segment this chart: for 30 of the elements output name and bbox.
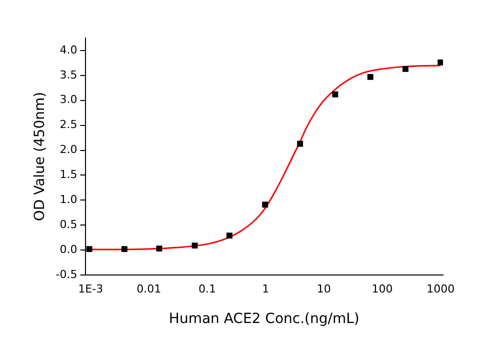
y-tick-label: 0.0: [60, 242, 78, 256]
y-tick-label: 0.5: [60, 218, 78, 231]
point: [332, 91, 338, 98]
point: [156, 246, 162, 252]
x-tick-label: 0.01: [136, 282, 162, 296]
x-tick-label: 100: [372, 282, 393, 296]
point: [297, 140, 304, 147]
x-tick-label: 1E-3: [78, 282, 104, 296]
y-axis-title: OD Value (450nm): [32, 92, 48, 222]
point: [86, 246, 92, 252]
point: [226, 232, 232, 239]
point: [121, 246, 128, 252]
y-tick-label: 1.5: [60, 168, 78, 182]
y-tick-label: 2.0: [60, 143, 78, 156]
point: [438, 59, 443, 66]
x-tick-label: 10: [316, 282, 331, 296]
point: [402, 66, 408, 72]
x-tick-label: 1: [262, 282, 270, 296]
y-tick-label: 1.0: [60, 193, 78, 206]
x-tick-label: 1000: [426, 282, 455, 296]
y-tick-label: 4.0: [60, 43, 78, 56]
point: [192, 242, 198, 249]
point: [262, 202, 268, 208]
y-tick-label: -0.5: [56, 268, 78, 281]
x-tick-label: 0.1: [198, 282, 216, 296]
x-axis-title: Human ACE2 Conc.(ng/mL): [168, 311, 360, 328]
y-tick-label: 2.5: [60, 118, 78, 132]
y-tick-label: 3.0: [60, 93, 78, 106]
point: [367, 74, 374, 80]
y-tick-label: 3.5: [60, 68, 78, 82]
